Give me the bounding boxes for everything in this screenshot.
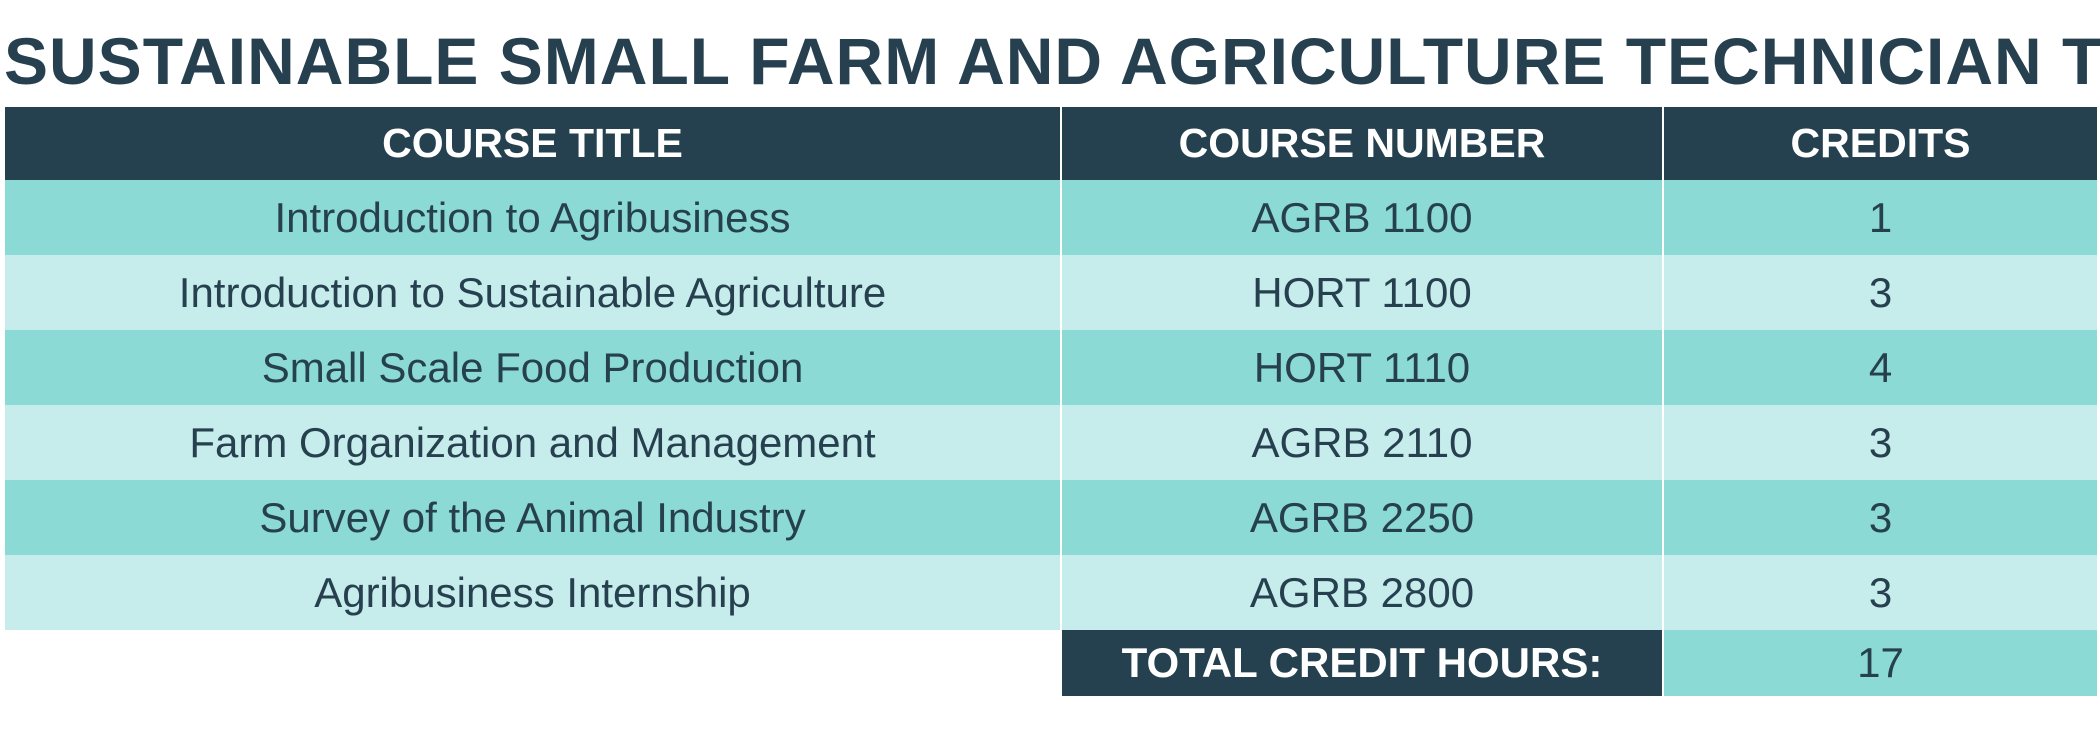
total-credit-hours-value: 17	[1664, 630, 2097, 696]
table-cell-course-number: HORT 1110	[1062, 330, 1662, 405]
table-cell-course-number: AGRB 1100	[1062, 180, 1662, 255]
total-credit-hours-label: TOTAL CREDIT HOURS:	[1062, 630, 1662, 696]
page-title: SUSTAINABLE SMALL FARM AND AGRICULTURE T…	[4, 24, 2100, 98]
table-cell-course-title: Survey of the Animal Industry	[5, 480, 1060, 555]
column-header-course-number: COURSE NUMBER	[1062, 107, 1662, 180]
table-cell-course-title: Introduction to Sustainable Agriculture	[5, 255, 1060, 330]
table-cell-credits: 3	[1664, 405, 2097, 480]
column-header-course-title: COURSE TITLE	[5, 107, 1060, 180]
table-cell-course-title: Introduction to Agribusiness	[5, 180, 1060, 255]
total-row-spacer	[5, 630, 1060, 696]
table-cell-course-title: Farm Organization and Management	[5, 405, 1060, 480]
table-cell-course-number: AGRB 2800	[1062, 555, 1662, 630]
table-cell-course-title: Agribusiness Internship	[5, 555, 1060, 630]
table-cell-course-number: AGRB 2110	[1062, 405, 1662, 480]
table-cell-credits: 3	[1664, 555, 2097, 630]
table-cell-course-number: HORT 1100	[1062, 255, 1662, 330]
table-cell-course-number: AGRB 2250	[1062, 480, 1662, 555]
table-cell-credits: 3	[1664, 480, 2097, 555]
table-cell-credits: 1	[1664, 180, 2097, 255]
course-table: COURSE TITLE COURSE NUMBER CREDITS Intro…	[5, 107, 2097, 696]
table-cell-course-title: Small Scale Food Production	[5, 330, 1060, 405]
column-header-credits: CREDITS	[1664, 107, 2097, 180]
table-cell-credits: 4	[1664, 330, 2097, 405]
table-cell-credits: 3	[1664, 255, 2097, 330]
